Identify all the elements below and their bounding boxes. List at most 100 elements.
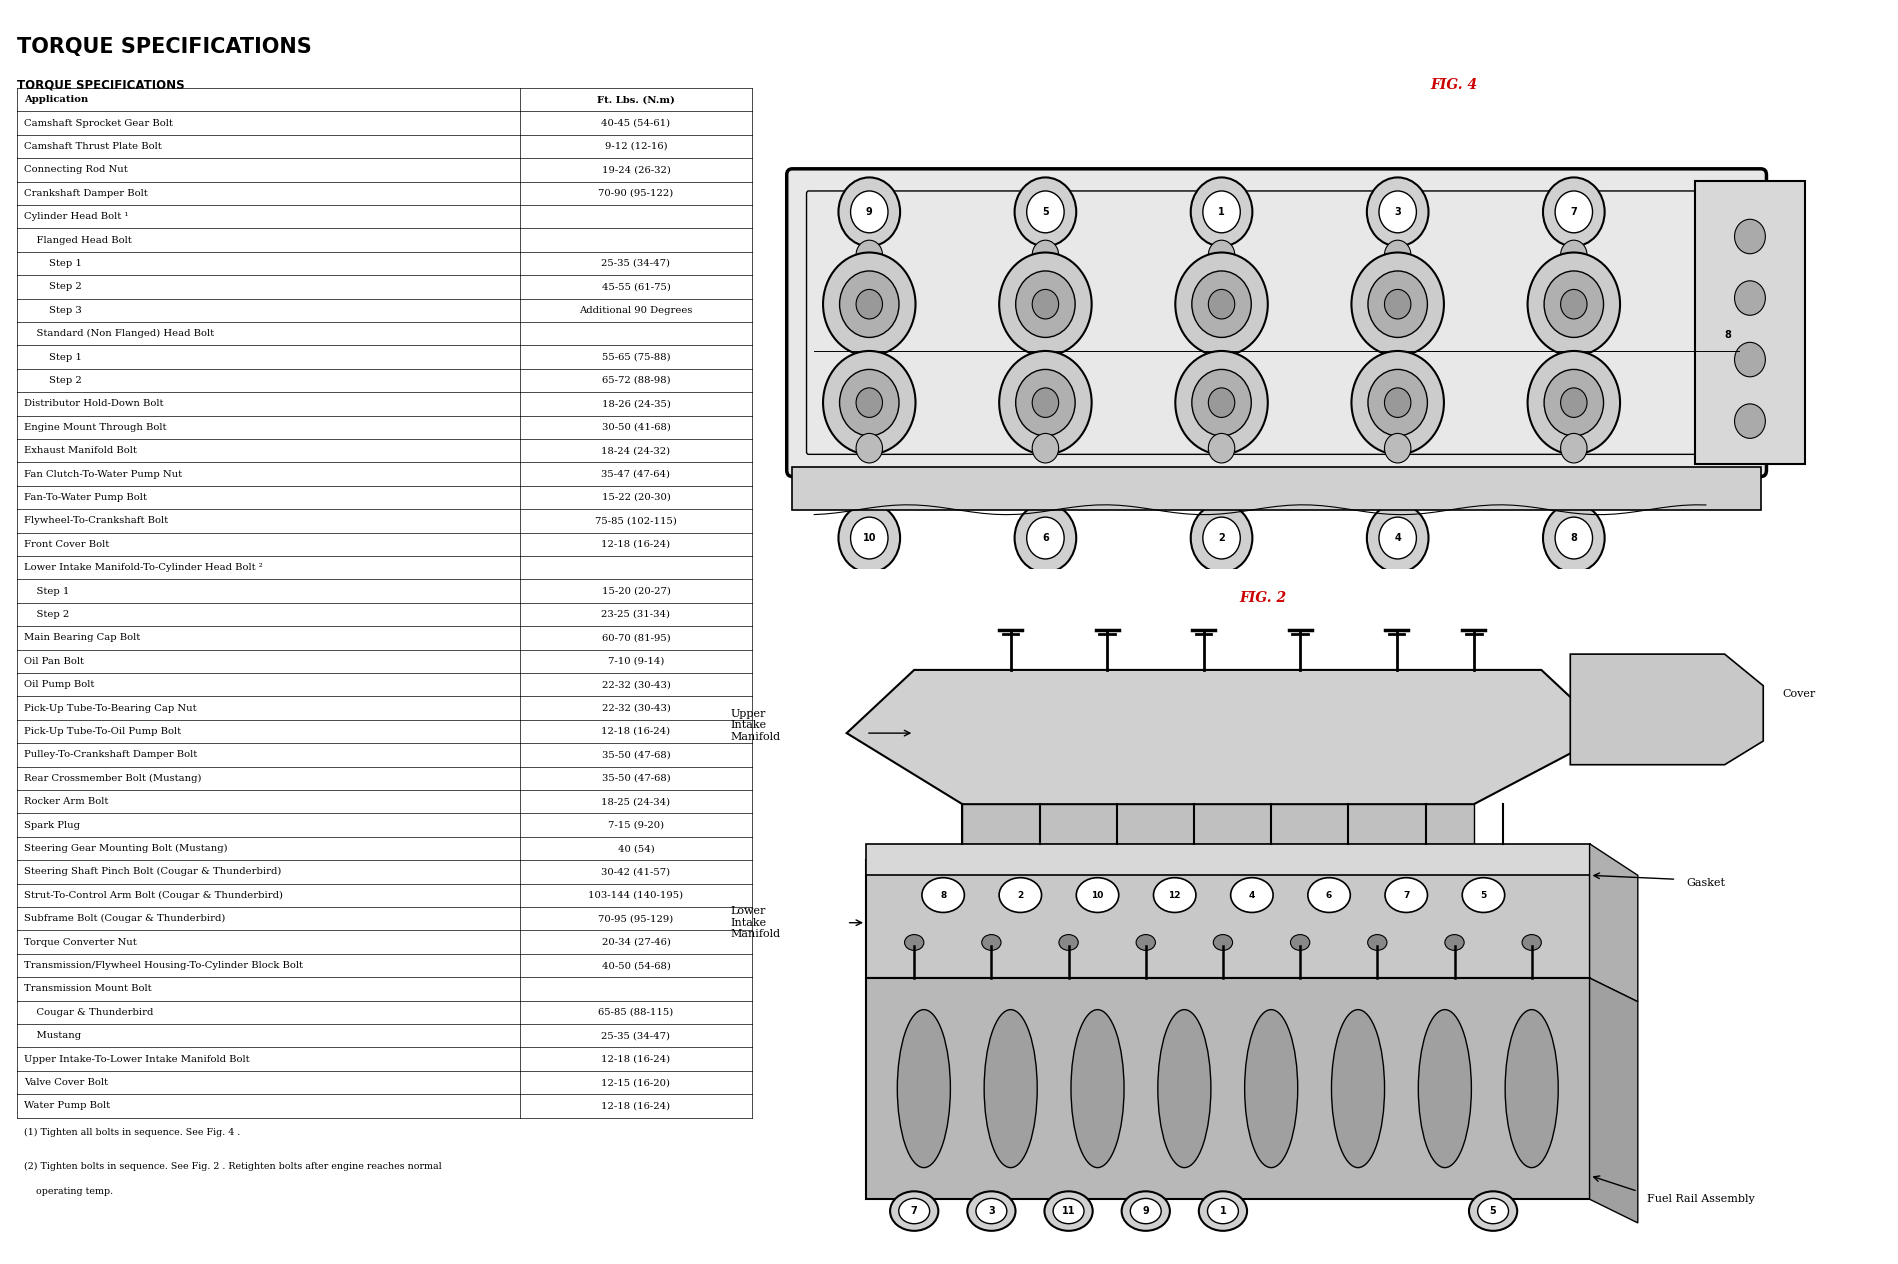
- Circle shape: [1308, 877, 1349, 913]
- Text: 22-32 (30-43): 22-32 (30-43): [602, 704, 670, 713]
- Text: 12: 12: [1169, 891, 1181, 900]
- Text: TORQUE SPECIFICATIONS: TORQUE SPECIFICATIONS: [17, 78, 184, 91]
- Circle shape: [1053, 1198, 1084, 1224]
- Circle shape: [1015, 369, 1074, 436]
- Bar: [1695, 181, 1805, 464]
- Circle shape: [1192, 369, 1251, 436]
- Text: 12-15 (16-20): 12-15 (16-20): [602, 1078, 670, 1087]
- Text: (1) Tighten all bolts in sequence. See Fig. 4 .: (1) Tighten all bolts in sequence. See F…: [25, 1127, 241, 1136]
- Text: 18-25 (24-34): 18-25 (24-34): [602, 798, 670, 806]
- Text: Transmission Mount Bolt: Transmission Mount Bolt: [25, 985, 152, 994]
- Circle shape: [1380, 191, 1416, 233]
- Text: Cougar & Thunderbird: Cougar & Thunderbird: [25, 1007, 154, 1016]
- Text: 10: 10: [1091, 891, 1105, 900]
- Text: Spark Plug: Spark Plug: [25, 820, 80, 829]
- Circle shape: [839, 270, 900, 337]
- Text: 3: 3: [1395, 207, 1401, 217]
- Text: 15-22 (20-30): 15-22 (20-30): [602, 493, 670, 502]
- Circle shape: [1735, 281, 1765, 315]
- Circle shape: [1351, 351, 1444, 454]
- Circle shape: [981, 934, 1000, 951]
- Circle shape: [1560, 434, 1587, 463]
- Circle shape: [1543, 503, 1604, 573]
- Text: 12-18 (16-24): 12-18 (16-24): [602, 727, 670, 736]
- Text: 40-50 (54-68): 40-50 (54-68): [602, 961, 670, 969]
- Circle shape: [1033, 388, 1059, 417]
- Ellipse shape: [1158, 1010, 1211, 1168]
- Text: Lower Intake Manifold-To-Cylinder Head Bolt ²: Lower Intake Manifold-To-Cylinder Head B…: [25, 564, 264, 573]
- Text: Additional 90 Degrees: Additional 90 Degrees: [579, 306, 693, 315]
- Text: Oil Pan Bolt: Oil Pan Bolt: [25, 657, 85, 666]
- Text: Camshaft Sprocket Gear Bolt: Camshaft Sprocket Gear Bolt: [25, 119, 173, 128]
- Text: Water Pump Bolt: Water Pump Bolt: [25, 1101, 110, 1111]
- Circle shape: [890, 1191, 938, 1231]
- Text: 35-50 (47-68): 35-50 (47-68): [602, 751, 670, 760]
- Circle shape: [1203, 191, 1239, 233]
- Circle shape: [1200, 1191, 1247, 1231]
- Text: Cover: Cover: [1782, 689, 1816, 699]
- Circle shape: [905, 934, 924, 951]
- Circle shape: [1015, 270, 1074, 337]
- Text: Exhaust Manifold Bolt: Exhaust Manifold Bolt: [25, 446, 137, 455]
- Text: 7: 7: [1570, 207, 1577, 217]
- Text: 5: 5: [1480, 891, 1486, 900]
- Circle shape: [998, 351, 1091, 454]
- Circle shape: [839, 177, 900, 246]
- Circle shape: [1291, 934, 1310, 951]
- Text: 75-85 (102-115): 75-85 (102-115): [596, 517, 678, 526]
- Text: Fan Clutch-To-Water Pump Nut: Fan Clutch-To-Water Pump Nut: [25, 470, 182, 479]
- Circle shape: [1190, 177, 1253, 246]
- Circle shape: [1203, 517, 1239, 559]
- Text: 18-24 (24-32): 18-24 (24-32): [602, 446, 670, 455]
- Circle shape: [1027, 191, 1065, 233]
- Text: Front Cover Bolt: Front Cover Bolt: [25, 540, 110, 549]
- Text: 7: 7: [1403, 891, 1410, 900]
- Circle shape: [1545, 270, 1604, 337]
- Text: Step 3: Step 3: [25, 306, 82, 315]
- Text: 7-10 (9-14): 7-10 (9-14): [607, 657, 664, 666]
- Circle shape: [1033, 434, 1059, 463]
- Text: 5: 5: [1042, 207, 1050, 217]
- Circle shape: [1528, 253, 1621, 356]
- Text: 12-18 (16-24): 12-18 (16-24): [602, 540, 670, 549]
- Text: 7: 7: [911, 1206, 917, 1216]
- Circle shape: [1033, 240, 1059, 269]
- Circle shape: [1044, 1191, 1093, 1231]
- Text: Valve Cover Bolt: Valve Cover Bolt: [25, 1078, 108, 1087]
- Text: 65-72 (88-98): 65-72 (88-98): [602, 375, 670, 386]
- Ellipse shape: [1245, 1010, 1298, 1168]
- Circle shape: [1386, 877, 1427, 913]
- Circle shape: [1522, 934, 1541, 951]
- Ellipse shape: [1332, 1010, 1384, 1168]
- Text: 1: 1: [1219, 207, 1224, 217]
- Text: Application: Application: [25, 95, 89, 104]
- Circle shape: [1554, 517, 1592, 559]
- Circle shape: [1137, 934, 1156, 951]
- Text: Steering Shaft Pinch Bolt (Cougar & Thunderbird): Steering Shaft Pinch Bolt (Cougar & Thun…: [25, 867, 283, 876]
- Text: 6: 6: [1042, 533, 1050, 544]
- Text: 15-20 (20-27): 15-20 (20-27): [602, 586, 670, 595]
- Text: 12-18 (16-24): 12-18 (16-24): [602, 1054, 670, 1063]
- Text: (2) Tighten bolts in sequence. See Fig. 2 . Retighten bolts after engine reaches: (2) Tighten bolts in sequence. See Fig. …: [25, 1162, 442, 1172]
- Text: Torque Converter Nut: Torque Converter Nut: [25, 938, 137, 947]
- Circle shape: [1735, 219, 1765, 254]
- Circle shape: [1351, 253, 1444, 356]
- Text: 70-90 (95-122): 70-90 (95-122): [598, 188, 674, 197]
- Circle shape: [824, 351, 915, 454]
- Text: 8: 8: [940, 891, 947, 900]
- Bar: [791, 466, 1761, 509]
- Text: 4: 4: [1395, 533, 1401, 544]
- Circle shape: [856, 388, 883, 417]
- Text: 20-34 (27-46): 20-34 (27-46): [602, 938, 670, 947]
- Text: Distributor Hold-Down Bolt: Distributor Hold-Down Bolt: [25, 399, 163, 408]
- Ellipse shape: [985, 1010, 1036, 1168]
- Text: 9-12 (12-16): 9-12 (12-16): [605, 142, 668, 150]
- Circle shape: [856, 289, 883, 319]
- Text: Lower
Intake
Manifold: Lower Intake Manifold: [731, 906, 780, 939]
- Circle shape: [1368, 934, 1387, 951]
- Text: 103-144 (140-195): 103-144 (140-195): [588, 891, 683, 900]
- Text: Pick-Up Tube-To-Oil Pump Bolt: Pick-Up Tube-To-Oil Pump Bolt: [25, 727, 182, 736]
- Circle shape: [1384, 388, 1410, 417]
- Text: 60-70 (81-95): 60-70 (81-95): [602, 633, 670, 642]
- Circle shape: [1207, 1198, 1237, 1224]
